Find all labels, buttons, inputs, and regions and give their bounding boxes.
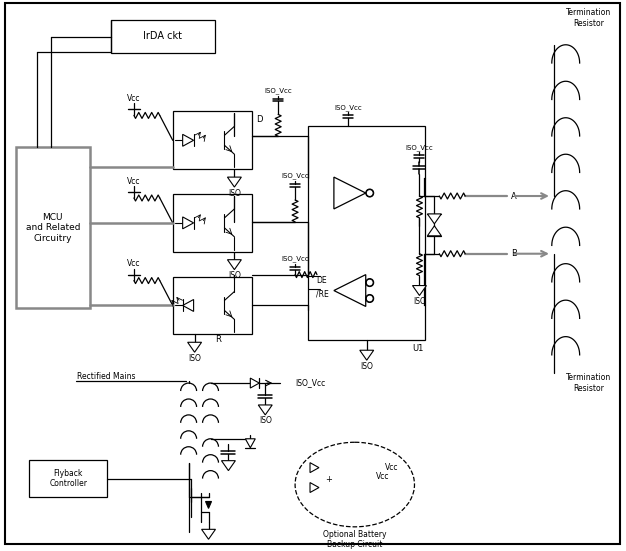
Polygon shape xyxy=(413,285,426,295)
Ellipse shape xyxy=(295,442,414,527)
Polygon shape xyxy=(188,342,202,352)
Text: ISO: ISO xyxy=(361,361,373,371)
Polygon shape xyxy=(334,177,366,209)
Polygon shape xyxy=(334,274,366,306)
Text: ISO_Vᴄᴄ: ISO_Vᴄᴄ xyxy=(406,144,433,150)
Text: ISO_Vᴄᴄ: ISO_Vᴄᴄ xyxy=(281,255,309,262)
Bar xyxy=(308,126,426,341)
Text: R: R xyxy=(215,335,222,344)
Text: U1: U1 xyxy=(412,344,423,353)
Polygon shape xyxy=(259,405,272,415)
Text: Rectified Mains: Rectified Mains xyxy=(77,371,136,381)
Polygon shape xyxy=(205,501,212,509)
Text: ISO: ISO xyxy=(228,271,241,280)
Polygon shape xyxy=(183,300,193,311)
Polygon shape xyxy=(222,461,235,471)
Text: ISO_Vᴄᴄ: ISO_Vᴄᴄ xyxy=(334,104,362,111)
Text: Termination
Resistor: Termination Resistor xyxy=(566,8,611,28)
Bar xyxy=(16,147,90,309)
Text: ISO: ISO xyxy=(228,188,241,197)
Text: D: D xyxy=(256,115,263,125)
Text: ISO_Vᴄᴄ: ISO_Vᴄᴄ xyxy=(295,379,326,387)
Polygon shape xyxy=(202,530,215,539)
Text: DE: DE xyxy=(316,276,327,285)
Text: Vᴄᴄ: Vᴄᴄ xyxy=(127,259,141,268)
Bar xyxy=(173,277,252,334)
Text: Vᴄᴄ: Vᴄᴄ xyxy=(127,176,141,186)
Polygon shape xyxy=(183,134,193,146)
Polygon shape xyxy=(310,483,319,493)
Text: Optional Battery
Backup Circuit: Optional Battery Backup Circuit xyxy=(323,530,386,549)
Bar xyxy=(29,460,107,498)
Text: Vᴄᴄ: Vᴄᴄ xyxy=(376,472,389,481)
Polygon shape xyxy=(245,439,255,448)
Polygon shape xyxy=(183,217,193,229)
Polygon shape xyxy=(250,378,259,388)
Polygon shape xyxy=(227,177,242,187)
Text: ISO: ISO xyxy=(188,354,201,363)
Text: /RE: /RE xyxy=(316,289,329,298)
Polygon shape xyxy=(428,214,441,224)
Text: Flyback
Controller: Flyback Controller xyxy=(49,469,87,488)
Polygon shape xyxy=(333,507,347,517)
Polygon shape xyxy=(360,350,374,360)
Text: IrDA ckt: IrDA ckt xyxy=(143,31,182,41)
Bar xyxy=(173,111,252,169)
Bar xyxy=(111,20,215,53)
Text: MCU
and Related
Circuitry: MCU and Related Circuitry xyxy=(26,213,80,243)
Text: ISO: ISO xyxy=(413,297,426,306)
Text: Vᴄᴄ: Vᴄᴄ xyxy=(384,463,398,472)
Text: A: A xyxy=(511,192,516,201)
Polygon shape xyxy=(428,226,441,236)
Text: +: + xyxy=(326,475,332,484)
Bar xyxy=(173,194,252,252)
Text: Termination
Resistor: Termination Resistor xyxy=(566,374,611,393)
Text: ISO_Vᴄᴄ: ISO_Vᴄᴄ xyxy=(281,172,309,180)
Text: B: B xyxy=(511,249,517,258)
Text: ISO: ISO xyxy=(259,417,272,425)
Polygon shape xyxy=(227,260,242,269)
Polygon shape xyxy=(310,463,319,473)
Text: ISO_Vᴄᴄ: ISO_Vᴄᴄ xyxy=(264,87,292,94)
Text: Vᴄᴄ: Vᴄᴄ xyxy=(127,94,141,103)
